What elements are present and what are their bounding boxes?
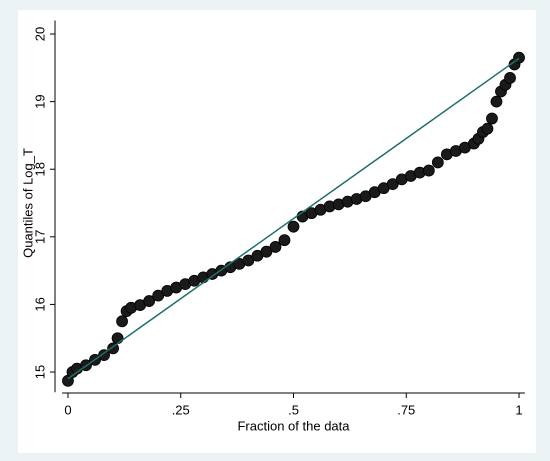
x-tick-label: .75	[397, 402, 415, 417]
y-tick-label: 17	[32, 230, 47, 244]
data-point	[287, 220, 300, 233]
data-point	[422, 164, 435, 177]
x-tick-label: 0	[64, 402, 71, 417]
y-tick-label: 18	[32, 162, 47, 176]
y-axis-title: Quantiles of Log_T	[20, 148, 35, 258]
y-tick-label: 20	[32, 27, 47, 41]
data-point	[269, 241, 282, 253]
data-point	[111, 332, 124, 345]
data-point	[504, 72, 516, 84]
reference-line	[67, 57, 520, 380]
y-tick-label: 16	[32, 297, 47, 311]
data-point	[490, 95, 503, 108]
data-point	[98, 349, 110, 362]
data-point	[278, 234, 291, 247]
x-tick-label: .5	[288, 402, 299, 417]
data-point	[481, 122, 494, 135]
x-axis-title: Fraction of the data	[237, 418, 350, 433]
data-point	[143, 295, 156, 307]
data-point	[431, 156, 444, 169]
data-point	[116, 315, 128, 328]
x-tick-label: 1	[515, 402, 522, 417]
y-tick-label: 15	[32, 365, 47, 379]
y-tick-label: 19	[32, 94, 47, 108]
x-tick-label: .25	[172, 402, 190, 417]
panel	[18, 10, 536, 453]
data-point	[486, 112, 498, 125]
